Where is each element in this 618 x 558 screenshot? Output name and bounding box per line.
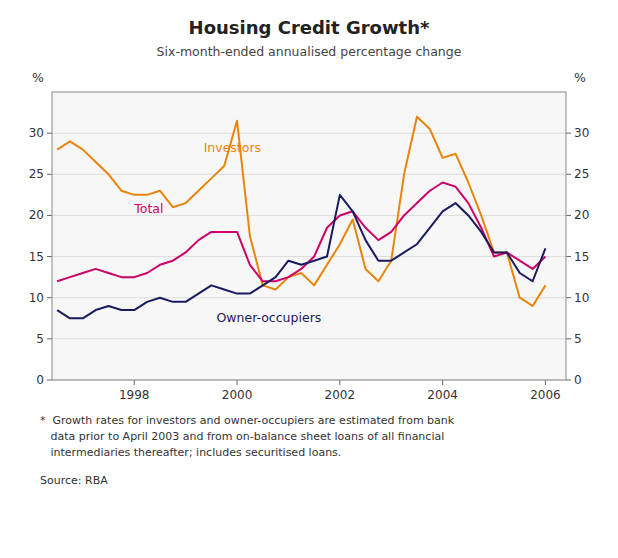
subtitle: Six-month-ended annualised percentage ch… — [157, 44, 462, 59]
y2-tick — [566, 174, 571, 175]
plot-area — [52, 92, 566, 380]
y-tick — [47, 133, 52, 134]
x-tick — [442, 380, 443, 385]
grid-line — [52, 297, 566, 298]
chart: Housing Credit Growth* Six-month-ended an… — [0, 0, 618, 558]
series-line — [57, 195, 545, 318]
y-tick — [47, 215, 52, 216]
title: Housing Credit Growth* — [189, 17, 430, 38]
y2-tick — [566, 256, 571, 257]
lines — [57, 117, 545, 319]
grid-line — [52, 338, 566, 339]
y2-tick — [566, 338, 571, 339]
background — [0, 0, 618, 558]
y-tick — [47, 338, 52, 339]
y-tick-label: 25 — [29, 167, 44, 181]
x-tick — [237, 380, 238, 385]
footnote: data prior to April 2003 and from on-bal… — [40, 430, 444, 443]
source: Source: RBA — [40, 474, 108, 487]
y-axis-label: % — [32, 70, 44, 85]
y-tick-label: 15 — [29, 250, 44, 264]
y2-tick — [566, 380, 571, 381]
y2-tick — [566, 297, 571, 298]
grid-line — [52, 215, 566, 216]
plot-frame — [52, 92, 566, 380]
grid — [52, 133, 566, 380]
x-tick-label: 1998 — [119, 388, 150, 402]
y2-tick-label: 5 — [574, 332, 582, 346]
footnote: intermediaries thereafter; includes secu… — [40, 446, 341, 459]
y2-tick-label: 15 — [574, 250, 589, 264]
y2-tick-label: 30 — [574, 126, 589, 140]
y-tick — [47, 256, 52, 257]
series-label: Investors — [204, 140, 261, 155]
y2-tick — [566, 215, 571, 216]
y2-tick-label: 25 — [574, 167, 589, 181]
footnote: * Growth rates for investors and owner-o… — [40, 414, 455, 427]
x-tick — [545, 380, 546, 385]
y2-tick-label: 20 — [574, 208, 589, 222]
series-label: Owner-occupiers — [216, 310, 321, 325]
y-tick-label: 5 — [36, 332, 44, 346]
x-tick-label: 2000 — [222, 388, 253, 402]
x-tick-label: 2002 — [325, 388, 356, 402]
grid-line — [52, 133, 566, 134]
y-tick — [47, 297, 52, 298]
y-tick-label: 0 — [36, 373, 44, 387]
y-tick — [47, 174, 52, 175]
y-tick — [47, 380, 52, 381]
grid-line — [52, 256, 566, 257]
y-tick-label: 30 — [29, 126, 44, 140]
x-tick — [339, 380, 340, 385]
y2-tick — [566, 133, 571, 134]
y2-axis-label: % — [574, 70, 586, 85]
y-tick-label: 10 — [29, 291, 44, 305]
y2-tick-label: 0 — [574, 373, 582, 387]
series-line — [57, 183, 545, 282]
y-tick-label: 20 — [29, 208, 44, 222]
x-tick-label: 2006 — [530, 388, 561, 402]
series-line — [57, 117, 545, 306]
x-tick-label: 2004 — [427, 388, 458, 402]
y2-tick-label: 10 — [574, 291, 589, 305]
x-tick — [134, 380, 135, 385]
grid-line — [52, 174, 566, 175]
series-label: Total — [133, 201, 163, 216]
